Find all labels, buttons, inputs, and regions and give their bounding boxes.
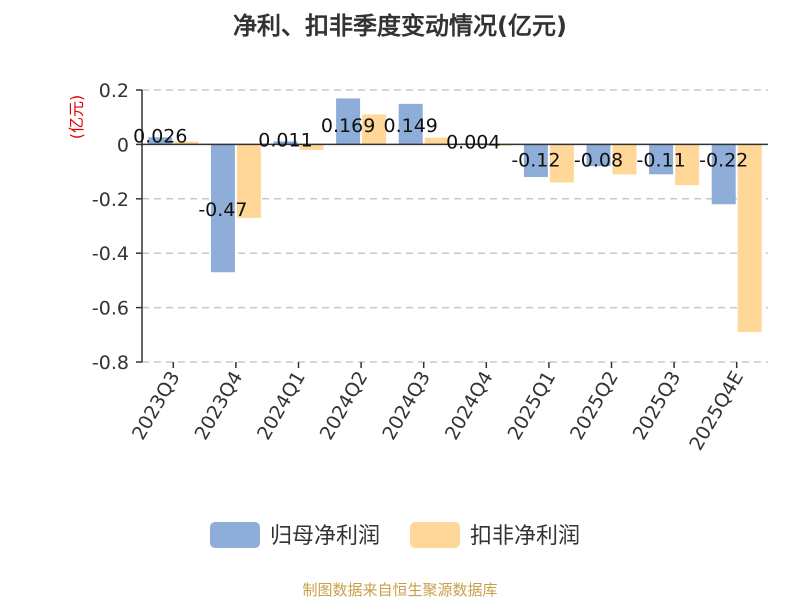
bar-net-profit-2025Q3 xyxy=(649,144,674,175)
y-tick-label: -0.8 xyxy=(92,352,129,374)
x-tick-label: 2025Q4E xyxy=(685,368,748,455)
data-label-2025Q2: -0.08 xyxy=(574,149,623,171)
y-axis-unit-label: (亿元) xyxy=(67,95,86,140)
data-label-2023Q4: -0.47 xyxy=(198,199,247,221)
y-tick-label: -0.2 xyxy=(92,189,129,211)
bar-deducted-net-profit-2025Q4E xyxy=(737,144,762,333)
bar-deducted-net-profit-2025Q3 xyxy=(675,144,700,186)
x-tick-label: 2024Q1 xyxy=(253,368,310,444)
legend-label-1: 扣非净利润 xyxy=(470,524,580,549)
bar-deducted-net-profit-2024Q1 xyxy=(299,144,324,150)
data-label-2024Q2: 0.169 xyxy=(321,115,375,137)
axes xyxy=(141,90,768,362)
data-label-2024Q3: 0.149 xyxy=(383,115,437,137)
bar-net-profit-2023Q3 xyxy=(148,137,173,145)
gridlines xyxy=(142,89,768,363)
x-tick-label: 2025Q1 xyxy=(503,368,560,444)
bar-net-profit-2025Q4E xyxy=(711,144,736,205)
bar-net-profit-2024Q2 xyxy=(336,98,361,145)
bar-net-profit-2023Q4 xyxy=(210,144,235,273)
data-labels: 0.026 -0.47 0.011 0.169 0.149 0.004 -0.12 -0.08… xyxy=(133,115,748,221)
bar-deducted-net-profit-2024Q2 xyxy=(362,114,387,145)
data-label-2023Q3: 0.026 xyxy=(133,125,187,147)
x-axis-ticks: 2023Q3 2023Q4 2024Q1 2024Q2 2024Q3 2024Q4 2025… xyxy=(128,362,748,454)
bar-net-profit-2025Q1 xyxy=(523,144,548,178)
y-tick-label: -0.6 xyxy=(92,298,129,320)
x-tick-label: 2023Q4 xyxy=(190,368,247,444)
x-tick-label: 2024Q2 xyxy=(316,368,373,444)
y-tick-label: 0.2 xyxy=(99,80,129,102)
data-label-2024Q4: 0.004 xyxy=(446,131,500,153)
x-tick-label: 2024Q4 xyxy=(441,368,498,444)
data-label-2025Q4E: -0.22 xyxy=(699,149,748,171)
legend-label-0: 归母净利润 xyxy=(270,524,380,549)
data-source-note: 制图数据来自恒生聚源数据库 xyxy=(302,581,497,599)
bar-deducted-net-profit-2023Q4 xyxy=(236,144,261,218)
y-tick-label: 0 xyxy=(117,134,129,156)
data-label-2025Q3: -0.11 xyxy=(637,149,686,171)
y-axis-ticks: 0.2 0 -0.2 -0.4 -0.6 -0.8 xyxy=(92,80,142,374)
x-tick-label: 2023Q3 xyxy=(128,368,185,444)
legend-swatch-1 xyxy=(410,522,460,548)
data-label-2024Q1: 0.011 xyxy=(258,129,312,151)
bar-net-profit-2024Q3 xyxy=(398,103,423,145)
bar-deducted-net-profit-2024Q3 xyxy=(424,137,449,145)
legend: 归母净利润 扣非净利润 xyxy=(210,522,580,549)
x-tick-label: 2024Q3 xyxy=(378,368,435,444)
x-tick-label: 2025Q3 xyxy=(629,368,686,444)
bar-deducted-net-profit-2023Q3 xyxy=(174,141,199,145)
bar-series xyxy=(148,98,762,333)
x-tick-label: 2025Q2 xyxy=(566,368,623,444)
bar-deducted-net-profit-2025Q1 xyxy=(549,144,574,183)
bar-net-profit-2024Q1 xyxy=(273,141,298,145)
bar-net-profit-2025Q2 xyxy=(586,144,611,167)
bar-deducted-net-profit-2025Q2 xyxy=(612,144,637,175)
chart-title: 净利、扣非季度变动情况(亿元) xyxy=(233,12,567,40)
y-tick-label: -0.4 xyxy=(92,243,129,265)
data-label-2025Q1: -0.12 xyxy=(511,149,560,171)
legend-swatch-0 xyxy=(210,522,260,548)
